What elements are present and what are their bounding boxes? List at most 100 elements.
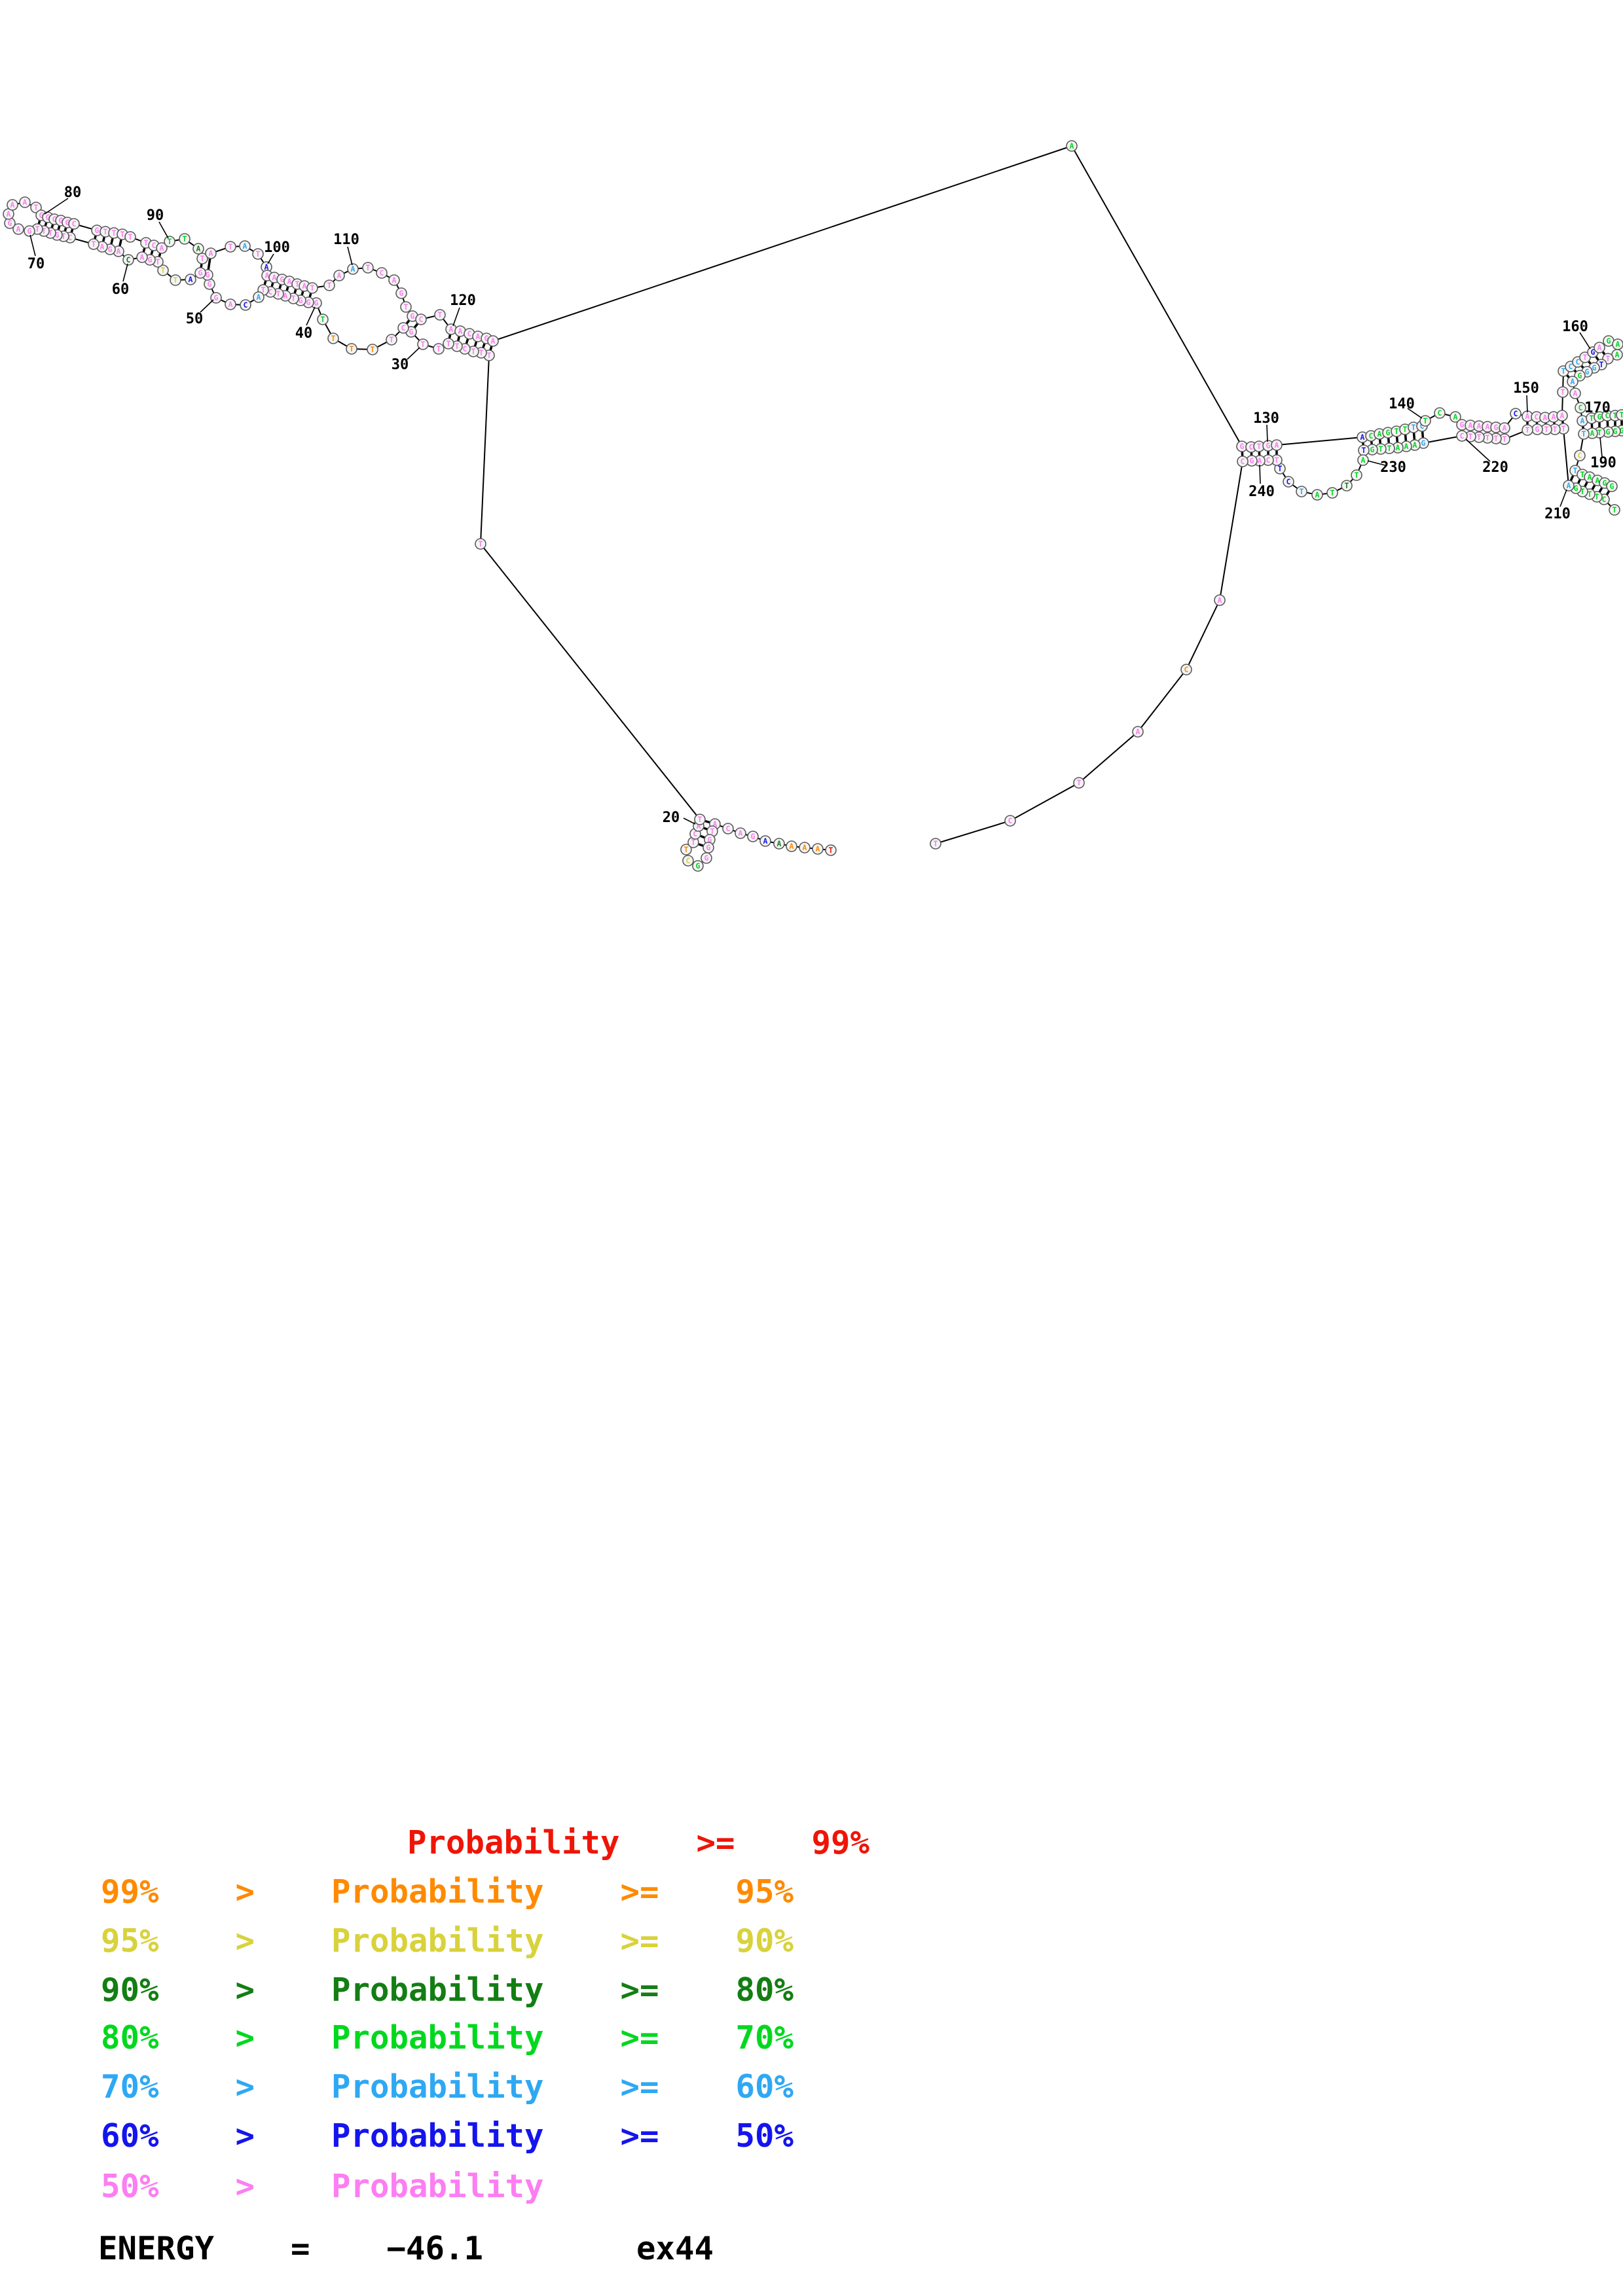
nucleotide-letter: A <box>1486 422 1490 431</box>
nucleotide-letter: A <box>777 839 782 848</box>
nucleotide-circle <box>367 344 378 355</box>
position-number: 160 <box>1562 319 1588 335</box>
nucleotide-letter: T <box>1355 471 1359 480</box>
nucleotide-letter: A <box>287 277 292 286</box>
nucleotide-letter: A <box>1597 343 1602 352</box>
nucleotide-letter: T <box>256 249 261 259</box>
nucleotide-letter: A <box>1218 596 1222 605</box>
nucleotide-letter: T <box>1077 778 1082 787</box>
nucleotide-letter: C <box>72 219 77 228</box>
nucleotide-letter: C <box>1578 451 1582 460</box>
nucleotide-letter: T <box>62 232 66 241</box>
backbone-lines <box>7 145 1622 867</box>
nucleotide-circle <box>735 827 746 839</box>
nucleotide-letter: A <box>1477 422 1482 431</box>
nucleotide-letter: T <box>437 344 441 353</box>
nucleotide-letter: A <box>302 281 307 291</box>
nucleotide-letter: T <box>327 281 332 290</box>
position-number: 50 <box>186 311 204 327</box>
nucleotide-letter: C <box>1605 411 1610 420</box>
nucleotide-letter: T <box>1494 434 1499 443</box>
nucleotide-letter: A <box>1136 727 1140 736</box>
nucleotide-letter: T <box>1613 505 1617 514</box>
nucleotide-letter: G <box>314 298 319 308</box>
nucleotide-letter: C <box>686 856 691 865</box>
nucleotide-circle <box>362 262 374 274</box>
label-leader-line <box>1407 408 1423 419</box>
nucleotide-letter: A <box>272 273 277 282</box>
nucleotide-circle <box>812 843 824 855</box>
nucleotide-letter: G <box>751 832 756 841</box>
nucleotide-circle <box>122 254 134 266</box>
nucleotide-letter: G <box>1494 423 1499 432</box>
nucleotide-letter: A <box>189 275 193 284</box>
nucleotide-letter: A <box>1615 350 1620 359</box>
nucleotide-circle <box>1616 409 1623 421</box>
nucleotide-letter: A <box>23 198 27 207</box>
nucleotide-circle <box>680 844 692 855</box>
nucleotide-circle <box>240 299 251 311</box>
nucleotide-letter: A <box>392 276 397 285</box>
nucleotide-letter: T <box>1620 410 1623 420</box>
nucleotide-letter: T <box>42 226 46 236</box>
nucleotide-letter: C <box>1286 477 1291 486</box>
base-pair-bonds <box>36 215 1623 849</box>
position-number: 130 <box>1253 410 1279 427</box>
label-leader-line <box>347 246 353 266</box>
nucleotide-circle <box>1066 140 1078 152</box>
nucleotide-letter: T <box>1582 429 1586 439</box>
nucleotide-circle <box>317 314 329 325</box>
nucleotide-letter: A <box>16 224 21 234</box>
nucleotide-letter: T <box>1544 425 1549 434</box>
nucleotide-circle <box>786 840 797 852</box>
nucleotide-letter: T <box>1278 464 1283 473</box>
nucleotide-letter: A <box>1616 340 1620 349</box>
nucleotide-letter: A <box>264 262 269 272</box>
nucleotide-circle <box>395 287 407 299</box>
nucleotide-circle <box>434 309 446 321</box>
nucleotide-letter: A <box>1413 440 1417 450</box>
nucleotide-circle <box>487 335 499 347</box>
nucleotide-letter: A <box>337 271 342 280</box>
nucleotide-circle <box>433 343 445 355</box>
nucleotide-letter: T <box>438 310 443 319</box>
nucleotide-letter: T <box>1275 456 1279 465</box>
label-leader-line <box>122 263 128 282</box>
nucleotide-letter: G <box>27 226 32 236</box>
nucleotide-letter: G <box>1574 484 1578 493</box>
nucleotide-letter: T <box>1486 433 1490 442</box>
legend-row-99: Probability >= 99% <box>101 1824 870 1861</box>
nucleotide-letter: A <box>7 209 11 219</box>
nucleotide-letter: A <box>739 829 743 838</box>
nucleotide-letter: C <box>1438 408 1442 418</box>
nucleotide-circle <box>415 314 427 325</box>
nucleotide-letter: A <box>790 842 794 851</box>
position-number: 120 <box>450 293 476 309</box>
nucleotide-letter: T <box>144 238 149 247</box>
nucleotide-circle <box>157 264 169 276</box>
label-leader-line <box>407 347 420 360</box>
label-leader-line <box>683 817 696 825</box>
nucleotide-letter: C <box>1578 403 1583 412</box>
nucleotide-letter: T <box>156 257 160 266</box>
nucleotide-letter: A <box>140 253 145 262</box>
nucleotide-letter: G <box>198 268 203 278</box>
nucleotide-circle <box>475 538 486 550</box>
nucleotide-letter: C <box>1514 409 1518 418</box>
nucleotide-circle <box>1341 480 1353 492</box>
nucleotide-circle <box>1574 450 1586 461</box>
nucleotide-letter: T <box>371 345 375 354</box>
nucleotide-letter: T <box>112 228 117 238</box>
label-leader-line <box>1579 332 1591 350</box>
nucleotide-letter: T <box>1423 416 1428 425</box>
nucleotide-circle <box>347 263 359 275</box>
nucleotide-circle <box>88 238 100 250</box>
nucleotide-letter: T <box>366 263 371 272</box>
position-number: 20 <box>663 810 680 826</box>
nucleotide-circle <box>1132 726 1144 738</box>
nucleotide-letter: G <box>59 216 64 225</box>
nucleotide-circle <box>682 855 694 867</box>
nucleotide-circle <box>1450 411 1461 423</box>
nucleotide-circle <box>773 838 785 850</box>
nucleotide-letter: T <box>479 539 483 548</box>
